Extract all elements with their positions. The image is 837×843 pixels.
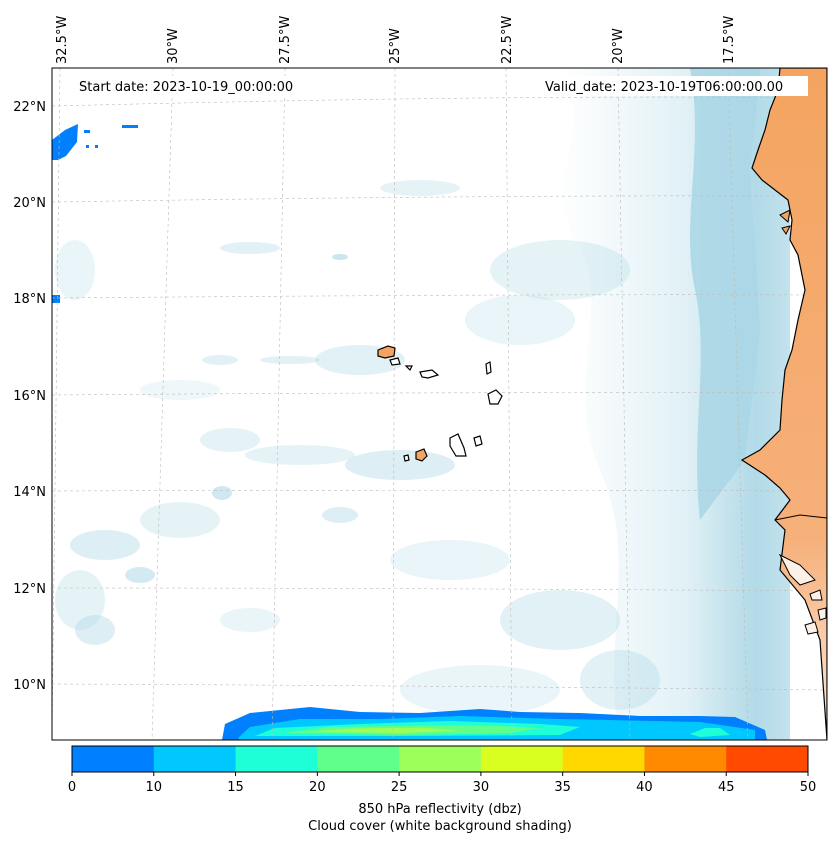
lat-tick-22n: 22°N: [13, 100, 46, 115]
colorbar-swatch: [72, 746, 155, 772]
colorbar: 0 10 15 20 25 30 35 40 45 50 850 hPa reflectivity…: [68, 745, 816, 834]
colorbar-swatch: [235, 746, 318, 772]
colorbar-frame: [71, 745, 809, 773]
santiago-island: [449, 433, 467, 457]
colorbar-swatches: [72, 746, 809, 772]
colorbar-subtitle: Cloud cover (white background shading): [308, 819, 572, 834]
start-date-box: [72, 76, 314, 96]
sal-island: [485, 361, 492, 375]
colorbar-swatch: [562, 746, 645, 772]
colorbar-swatch: [726, 746, 809, 772]
colorbar-tick-label: 20: [309, 780, 326, 795]
lon-tick-17-5w: 17.5°W: [722, 16, 737, 64]
cape-verde-islands: [377, 345, 503, 462]
colorbar-tick-label: 10: [146, 780, 163, 795]
lon-tick-22-5w: 22.5°W: [500, 16, 515, 64]
colorbar-tick-label: 15: [227, 780, 244, 795]
map-area: [52, 68, 827, 740]
colorbar-tick-label: 25: [391, 780, 408, 795]
brava-island: [403, 454, 410, 462]
gambia-coast: [774, 514, 827, 521]
colorbar-tick-label: 30: [473, 780, 490, 795]
guinea-bissau-coast: [778, 553, 816, 586]
valid-date-box: [540, 76, 808, 96]
santa-luzia-island: [404, 365, 413, 372]
map-frame: [51, 67, 828, 741]
colorbar-swatch: [317, 746, 400, 772]
colorbar-tick-label: 35: [554, 780, 571, 795]
boa-vista-island: [487, 389, 503, 405]
lat-tick-10n: 10°N: [13, 678, 46, 693]
lat-tick-14n: 14°N: [13, 485, 46, 500]
cloud-patches: [55, 180, 660, 715]
reflectivity-band-south: [222, 707, 767, 740]
sao-vicente-island: [389, 357, 401, 366]
lat-tick-12n: 12°N: [13, 582, 46, 597]
lon-tick-27-5w: 27.5°W: [278, 16, 293, 64]
cloud-cover-shelf: [690, 68, 760, 520]
graticule: [52, 68, 827, 740]
colorbar-swatch: [644, 746, 727, 772]
lon-tick-20w: 20°W: [611, 28, 626, 64]
start-date-annotation: Start date: 2023-10-19_00:00:00: [72, 76, 314, 96]
colorbar-swatch: [153, 746, 237, 772]
sao-nicolau-island: [419, 369, 440, 379]
start-date-label: Start date: 2023-10-19_00:00:00: [79, 80, 293, 95]
colorbar-tick-label: 45: [718, 780, 735, 795]
lat-tick-18n: 18°N: [13, 292, 46, 307]
lat-tick-20n: 20°N: [13, 196, 46, 211]
colorbar-swatch: [480, 746, 564, 772]
lon-tick-32-5w: 32.5°W: [55, 16, 70, 64]
reflectivity-patches-north: [52, 124, 138, 303]
colorbar-tick-label: 50: [800, 780, 817, 795]
bissagos-islands: [804, 589, 827, 635]
santo-antao-island: [377, 345, 396, 359]
colorbar-title: 850 hPa reflectivity (dbz): [358, 802, 521, 817]
lon-tick-30w: 30°W: [166, 28, 181, 64]
valid-date-annotation: Valid_date: 2023-10-19T06:00:00.00: [540, 76, 808, 96]
maio-island: [473, 435, 483, 447]
colorbar-swatch: [399, 746, 482, 772]
fogo-island: [415, 448, 428, 462]
colorbar-tick-label: 40: [636, 780, 653, 795]
latitude-ticks: 22°N 20°N 18°N 16°N 14°N 12°N 10°N: [13, 100, 46, 693]
lat-tick-16n: 16°N: [13, 389, 46, 404]
banc-arguin-islets: [779, 209, 791, 235]
colorbar-ticks: 0 10 15 20 25 30 35 40 45 50: [68, 772, 816, 795]
longitude-ticks: 32.5°W 30°W 27.5°W 25°W 22.5°W 20°W 17.5…: [55, 16, 737, 64]
colorbar-tick-label: 0: [68, 780, 76, 795]
lon-tick-25w: 25°W: [388, 28, 403, 64]
valid-date-label: Valid_date: 2023-10-19T06:00:00.00: [545, 80, 783, 95]
